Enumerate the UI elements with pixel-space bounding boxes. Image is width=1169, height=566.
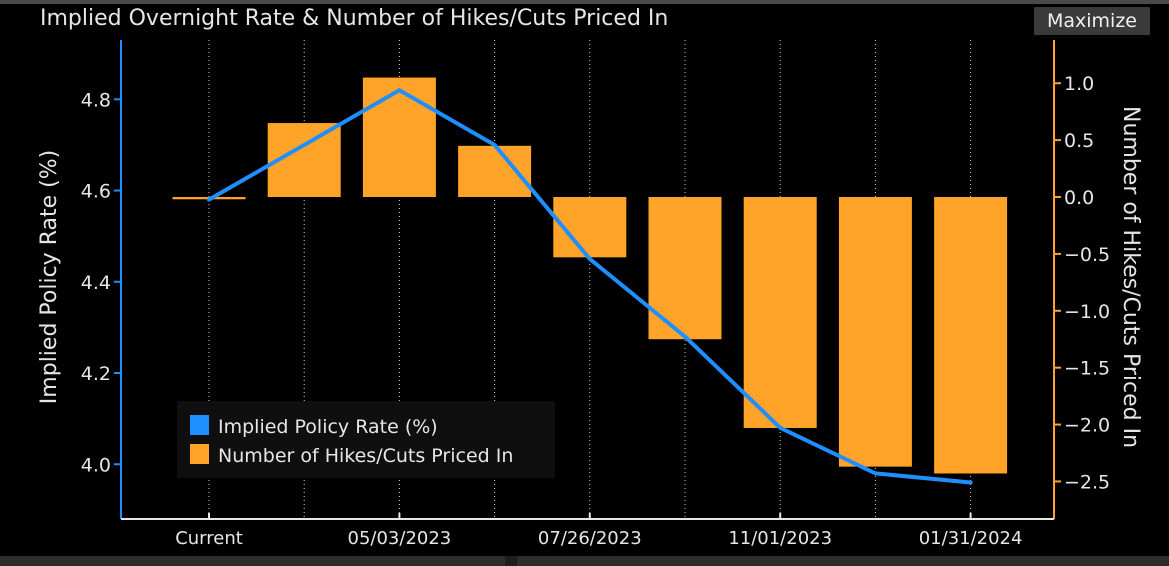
bar — [743, 197, 817, 428]
left-axis-tick-label: 4.4 — [81, 272, 111, 294]
bar — [362, 77, 436, 198]
right-axis-tick-label: 1.0 — [1064, 73, 1094, 95]
chart-title: Implied Overnight Rate & Number of Hikes… — [40, 6, 669, 31]
left-axis-label: Implied Policy Rate (%) — [37, 150, 62, 404]
bottom-axis: Current 05/03/2023 07/26/2023 11/01/2023 01/… — [121, 513, 1054, 549]
right-axis-tick-label: −1.5 — [1064, 358, 1110, 380]
right-axis-tick-label: −1.0 — [1064, 301, 1110, 323]
right-axis-tick-label: 0.0 — [1064, 187, 1094, 209]
left-axis-tick-label: 4.2 — [81, 363, 111, 385]
bars — [172, 77, 1008, 484]
right-axis-tick-label: −2.5 — [1064, 471, 1110, 493]
chart: 4.0 4.2 4.4 4.6 4.8 1.0 0.5 0.0 −0.5 −1.0 −1.5 −2.… — [37, 40, 1143, 549]
top-rule — [0, 0, 1169, 4]
legend-label-rate: Implied Policy Rate (%) — [218, 416, 438, 438]
bottom-axis-tick-label: 07/26/2023 — [538, 528, 642, 549]
right-axis-tick-label: 0.5 — [1064, 130, 1094, 152]
legend-swatch-rate — [190, 415, 209, 435]
bottom-bar-segment — [0, 556, 505, 566]
bar — [838, 197, 912, 467]
title-bar: Implied Overnight Rate & Number of Hikes… — [0, 0, 1169, 40]
bar — [934, 197, 1008, 474]
legend-box — [177, 401, 555, 478]
right-axis-tick-label: −0.5 — [1064, 244, 1110, 266]
bottom-bar-segment — [517, 556, 1169, 566]
maximize-button[interactable]: Maximize — [1034, 7, 1150, 35]
bottom-axis-tick-label: Current — [175, 528, 243, 549]
left-axis-tick-label: 4.6 — [81, 181, 111, 203]
left-axis-tick-label: 4.0 — [81, 454, 111, 476]
bar — [458, 145, 532, 198]
left-axis: 4.0 4.2 4.4 4.6 4.8 — [81, 40, 122, 519]
right-axis-label: Number of Hikes/Cuts Priced In — [1118, 106, 1143, 448]
bottom-axis-tick-label: 11/01/2023 — [728, 528, 832, 549]
legend-label-hikes: Number of Hikes/Cuts Priced In — [218, 445, 513, 467]
legend-swatch-hikes — [190, 444, 209, 464]
legend: Implied Policy Rate (%) Number of Hikes/… — [177, 401, 555, 478]
right-axis-tick-label: −2.0 — [1064, 415, 1110, 437]
bottom-bar — [0, 556, 1169, 566]
right-axis: 1.0 0.5 0.0 −0.5 −1.0 −1.5 −2.0 −2.5 — [1053, 40, 1110, 519]
bottom-axis-tick-label: 05/03/2023 — [348, 528, 452, 549]
left-axis-tick-label: 4.8 — [81, 89, 111, 111]
bottom-axis-tick-label: 01/31/2024 — [919, 528, 1023, 549]
implied-rate-line — [207, 88, 973, 485]
